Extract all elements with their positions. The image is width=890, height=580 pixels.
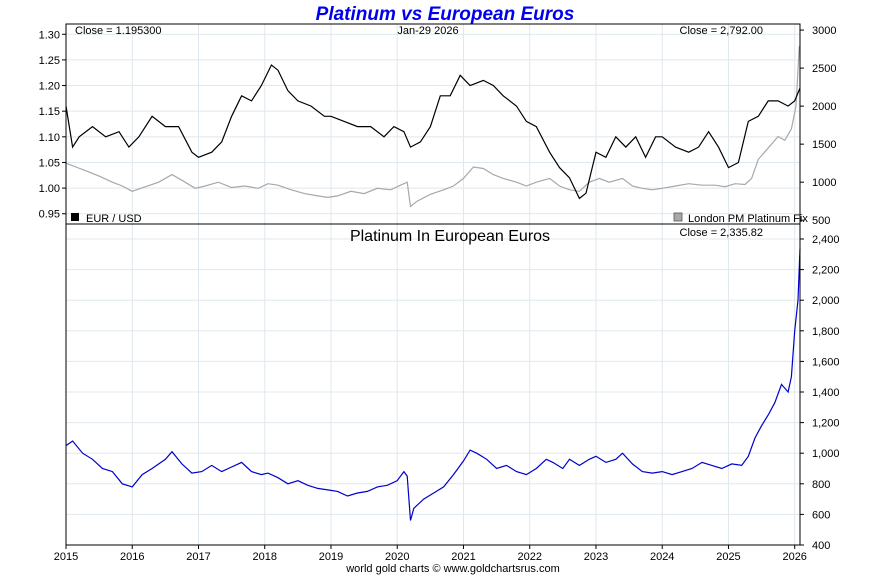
eur-usd-legend-label: EUR / USD: [86, 213, 142, 225]
top-panel: 0.95 1.00 1.05 1.10 1.15 1.20 1.25 1.30 500 1000…: [39, 23, 836, 227]
footer-credit: world gold charts © www.goldchartsrus.co…: [345, 563, 560, 575]
eur-usd-legend-swatch: [71, 213, 79, 221]
bottom-right-axis: 400 600 800 1,000 1,200 1,400 1,600 1,800 2,000 2…: [800, 234, 840, 552]
left-y-tick-label: 1.30: [39, 29, 60, 41]
x-tick-label: 2016: [120, 551, 144, 563]
left-y-tick-label: 1.05: [39, 157, 60, 169]
bottom-y-tick-label: 2,000: [812, 295, 840, 307]
platinum-legend-label: London PM Platinum Fix: [688, 213, 808, 225]
bottom-y-tick-label: 1,400: [812, 387, 840, 399]
right-y-tick-label: 1500: [812, 139, 836, 151]
platinum-fix-line: [65, 45, 800, 208]
bottom-panel: 400 600 800 1,000 1,200 1,400 1,600 1,800 2,000 2…: [65, 223, 840, 552]
x-axis: 2015 2016 2017 2018 2019 2020 2021 2022 2023 2024…: [54, 545, 807, 563]
bottom-y-tick-label: 1,600: [812, 356, 840, 368]
x-tick-label: 2018: [252, 551, 276, 563]
eur-usd-line: [65, 64, 801, 200]
left-y-tick-label: 1.20: [39, 81, 60, 93]
left-y-tick-label: 1.10: [39, 132, 60, 144]
right-y-tick-label: 2500: [812, 63, 836, 75]
x-tick-label: 2025: [716, 551, 740, 563]
date-label: Jan-29 2026: [397, 25, 458, 37]
left-close-label: Close = 1.195300: [75, 25, 162, 37]
left-y-tick-label: 1.15: [39, 106, 60, 118]
x-tick-label: 2023: [584, 551, 608, 563]
left-y-tick-label: 1.00: [39, 183, 60, 195]
chart-title: Platinum vs European Euros: [316, 4, 575, 25]
bottom-y-tick-label: 800: [812, 479, 830, 491]
platinum-in-euros-line: [65, 248, 801, 521]
right-y-tick-label: 500: [812, 215, 830, 227]
top-left-axis: 0.95 1.00 1.05 1.10 1.15 1.20 1.25 1.30: [39, 29, 66, 221]
bottom-panel-frame: [65, 223, 801, 546]
right-close-label: Close = 2,792.00: [680, 25, 763, 37]
x-tick-label: 2021: [451, 551, 475, 563]
bottom-close-label: Close = 2,335.82: [680, 227, 763, 239]
bottom-y-tick-label: 600: [812, 509, 830, 521]
top-right-axis: 500 1000 1500 2000 2500 3000: [800, 25, 836, 227]
platinum-legend-swatch: [673, 212, 683, 222]
bottom-y-tick-label: 2,400: [812, 234, 840, 246]
left-y-tick-label: 1.25: [39, 55, 60, 67]
x-tick-label: 2026: [782, 551, 806, 563]
bottom-panel-title: Platinum In European Euros: [350, 228, 550, 245]
x-tick-label: 2017: [186, 551, 210, 563]
right-y-tick-label: 2000: [812, 101, 836, 113]
x-tick-label: 2019: [319, 551, 343, 563]
x-tick-label: 2024: [650, 551, 674, 563]
bottom-y-tick-label: 1,000: [812, 448, 840, 460]
right-y-tick-label: 1000: [812, 177, 836, 189]
left-y-tick-label: 0.95: [39, 209, 60, 221]
bottom-grid: [65, 224, 800, 546]
x-tick-label: 2020: [385, 551, 409, 563]
bottom-y-tick-label: 2,200: [812, 265, 840, 277]
right-y-tick-label: 3000: [812, 25, 836, 37]
bottom-y-tick-label: 1,200: [812, 418, 840, 430]
bottom-y-tick-label: 400: [812, 540, 830, 552]
x-tick-label: 2022: [517, 551, 541, 563]
bottom-y-tick-label: 1,800: [812, 326, 840, 338]
x-tick-label: 2015: [54, 551, 78, 563]
